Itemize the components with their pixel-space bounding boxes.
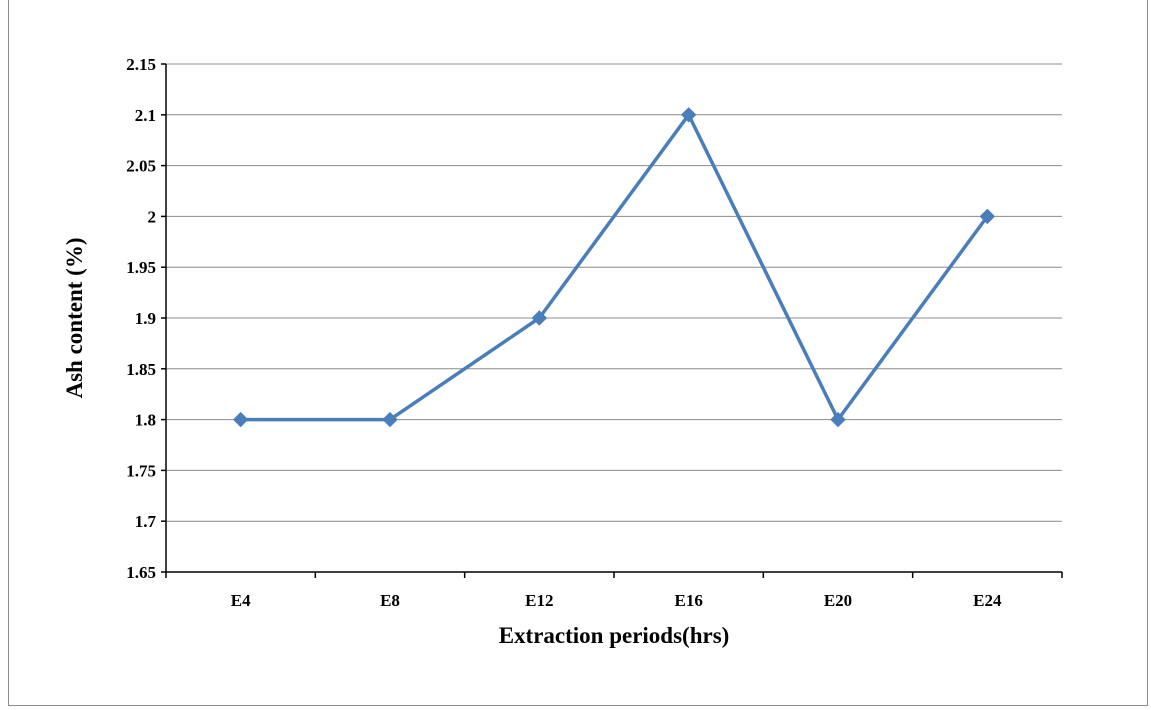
- x-tick-labels: E4 E8 E12 E16 E20 E24: [231, 591, 1002, 610]
- x-tick-label: E16: [674, 591, 702, 610]
- x-tick-label: E24: [973, 591, 1002, 610]
- x-axis-title: Extraction periods(hrs): [499, 623, 730, 648]
- x-tick-label: E12: [525, 591, 553, 610]
- y-tick-label: 1.9: [135, 309, 156, 328]
- y-tick-labels: 1.65 1.7 1.75 1.8 1.85 1.9 1.95 2 2.05 2.1 2.15: [126, 55, 156, 582]
- data-point-marker: [382, 411, 398, 428]
- y-tick-label: 2.05: [126, 157, 156, 176]
- y-tick-label: 2.1: [135, 106, 156, 125]
- axes: [161, 63, 1063, 578]
- series-line: [240, 113, 989, 422]
- data-point-marker: [680, 107, 697, 123]
- data-point-marker: [531, 310, 548, 326]
- chart-frame: [8, 0, 1148, 706]
- data-point-marker: [979, 208, 996, 225]
- y-axis-title: Ash content (%): [62, 238, 87, 399]
- data-point-marker: [232, 411, 249, 428]
- x-tick-label: E8: [380, 591, 400, 610]
- y-tick-label: 1.95: [126, 258, 156, 277]
- y-tick-label: 1.8: [135, 411, 156, 430]
- x-tick-label: E20: [824, 591, 852, 610]
- y-tick-label: 1.85: [126, 360, 156, 379]
- y-tick-label: 1.7: [135, 512, 157, 531]
- x-tick-label: E4: [231, 591, 251, 610]
- y-tick-label: 1.75: [126, 461, 156, 480]
- series-layer: [232, 107, 996, 428]
- y-tick-label: 2.15: [126, 55, 156, 74]
- gridlines: [166, 63, 1062, 522]
- data-point-marker: [830, 411, 846, 428]
- y-tick-label: 2: [148, 207, 157, 226]
- y-tick-label: 1.65: [126, 563, 156, 582]
